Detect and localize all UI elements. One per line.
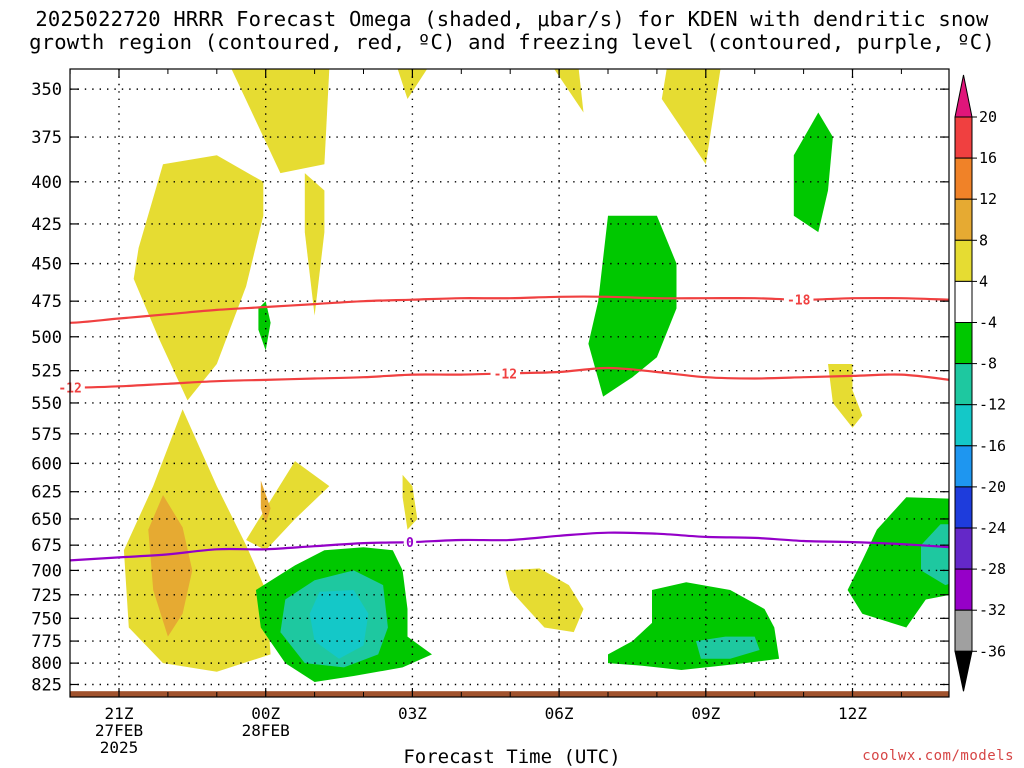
contour-label: 0 bbox=[406, 536, 414, 551]
title-line-2: growth region (contoured, red, ºC) and f… bbox=[29, 30, 995, 54]
y-tick-label: 650 bbox=[31, 510, 62, 530]
contour-label-bg bbox=[403, 534, 417, 550]
ground-fill bbox=[70, 691, 949, 697]
colorbar-bottom-arrow bbox=[954, 650, 973, 692]
colorbar-tick-label: -32 bbox=[979, 601, 1006, 619]
x-axis-label: Forecast Time (UTC) bbox=[403, 746, 621, 768]
omega-region bbox=[246, 461, 330, 551]
y-tick-label: 750 bbox=[31, 609, 62, 629]
omega-region bbox=[148, 495, 193, 637]
colorbar-bin bbox=[954, 527, 973, 570]
y-tick-label: 675 bbox=[31, 536, 62, 556]
contour-label-bg bbox=[490, 365, 521, 381]
colorbar-tick-label: -4 bbox=[979, 314, 997, 332]
omega-region bbox=[304, 173, 325, 316]
x-tick-label: 06Z bbox=[545, 704, 574, 723]
y-tick-label: 525 bbox=[31, 362, 62, 382]
colorbar-tick-label: 20 bbox=[979, 108, 997, 126]
x-tick-label: 00Z bbox=[251, 704, 280, 723]
colorbar-tick-label: 8 bbox=[979, 231, 988, 249]
y-tick-label: 725 bbox=[31, 586, 62, 606]
colorbar-tick-label: 16 bbox=[979, 149, 997, 167]
y-tick-label: 425 bbox=[31, 215, 62, 235]
x-tick-label: 03Z bbox=[398, 704, 427, 723]
omega-region bbox=[133, 155, 264, 401]
colorbar-bin bbox=[954, 363, 973, 406]
contour-label-bg bbox=[783, 291, 814, 307]
colorbar-tick-label: 12 bbox=[979, 190, 997, 208]
y-tick-label: 550 bbox=[31, 394, 62, 414]
y-tick-label: 700 bbox=[31, 561, 62, 581]
plot-frame bbox=[69, 68, 950, 698]
omega-region bbox=[402, 474, 418, 530]
colorbar-bin bbox=[954, 404, 973, 447]
omega-region bbox=[588, 215, 677, 397]
contour-label: -12 bbox=[494, 367, 517, 382]
y-tick-label: 575 bbox=[31, 425, 62, 445]
colorbar-bin bbox=[954, 198, 973, 241]
y-tick-label: 775 bbox=[31, 632, 62, 652]
contour-line bbox=[70, 366, 949, 389]
colorbar-bin bbox=[954, 239, 973, 282]
colorbar-bin bbox=[954, 445, 973, 488]
omega-region bbox=[828, 364, 863, 428]
credit-text: coolwx.com/models bbox=[862, 748, 1014, 764]
omega-region bbox=[696, 636, 760, 659]
omega-region bbox=[258, 301, 271, 351]
y-tick-label: 600 bbox=[31, 454, 62, 474]
omega-region bbox=[793, 112, 833, 233]
contour-label: -18 bbox=[787, 294, 811, 309]
colorbar-tick-label: 4 bbox=[979, 272, 988, 290]
colorbar-tick-label: -16 bbox=[979, 437, 1006, 455]
x-tick-label: 12Z bbox=[838, 704, 867, 723]
colorbar-top-arrow bbox=[954, 74, 973, 118]
colorbar-tick-label: -36 bbox=[979, 642, 1006, 660]
omega-region bbox=[309, 590, 369, 659]
colorbar-bin bbox=[954, 157, 973, 200]
omega-region bbox=[847, 497, 949, 628]
colorbar-bin bbox=[954, 322, 973, 365]
x-tick-label: 09Z bbox=[691, 704, 720, 723]
y-tick-label: 350 bbox=[31, 80, 62, 100]
x-tick-label: 28FEB bbox=[242, 721, 290, 740]
omega-region bbox=[554, 69, 584, 113]
contour-line bbox=[70, 531, 949, 562]
colorbar-bin bbox=[954, 116, 973, 159]
y-tick-label: 800 bbox=[31, 654, 62, 674]
colorbar-bin bbox=[954, 280, 973, 323]
colorbar-tick-label: -28 bbox=[979, 560, 1006, 578]
colorbar-tick-label: -24 bbox=[979, 519, 1006, 537]
omega-region bbox=[661, 69, 721, 165]
colorbar-tick-label: -20 bbox=[979, 478, 1006, 496]
omega-region bbox=[231, 69, 330, 174]
y-tick-label: 825 bbox=[31, 675, 62, 695]
colorbar-bin bbox=[954, 568, 973, 611]
y-axis: 350 375 400 425 450 475 500 525 550 575 600 625 650 6… bbox=[31, 80, 949, 695]
y-tick-label: 500 bbox=[31, 328, 62, 348]
y-tick-label: 475 bbox=[31, 292, 62, 312]
y-tick-label: 450 bbox=[31, 255, 62, 275]
grid-lines bbox=[70, 69, 949, 697]
x-tick-label: 2025 bbox=[100, 738, 139, 757]
colorbar: 20 16 12 8 4 -4 -8 -12 -16 -20 -24 -28 -32 -36 bbox=[954, 74, 1006, 692]
title-line-1: 2025022720 HRRR Forecast Omega (shaded, … bbox=[35, 7, 989, 31]
x-tick-label: 27FEB bbox=[95, 721, 143, 740]
colorbar-bin bbox=[954, 486, 973, 529]
x-tick-label: 21Z bbox=[105, 704, 134, 723]
colorbar-tick-label: -12 bbox=[979, 396, 1006, 414]
chart-title: 2025022720 HRRR Forecast Omega (shaded, … bbox=[0, 8, 1024, 54]
ground-layer bbox=[70, 691, 949, 697]
y-tick-label: 400 bbox=[31, 173, 62, 193]
omega-region bbox=[505, 568, 584, 633]
y-tick-label: 375 bbox=[31, 128, 62, 148]
colorbar-tick-label: -8 bbox=[979, 355, 997, 373]
y-tick-label: 625 bbox=[31, 483, 62, 503]
colorbar-bin bbox=[954, 609, 973, 652]
